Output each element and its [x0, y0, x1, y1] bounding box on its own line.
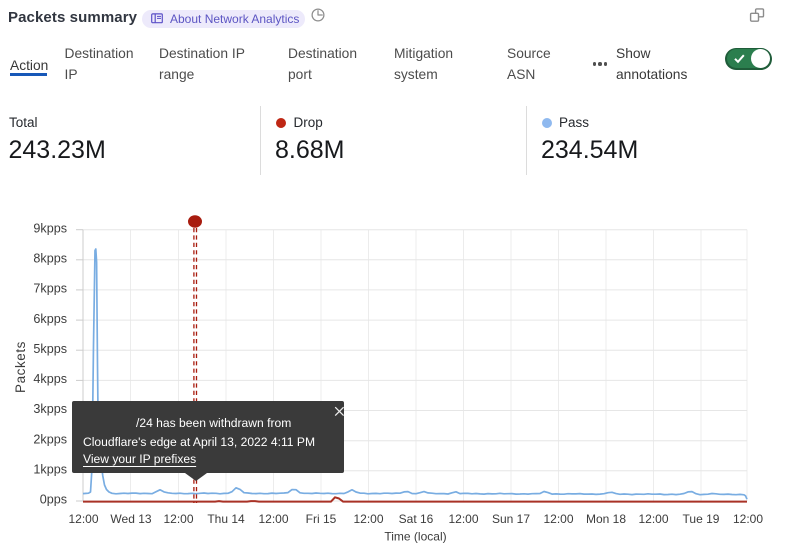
- svg-text:Time (local): Time (local): [384, 530, 446, 544]
- svg-text:12:00: 12:00: [68, 512, 98, 526]
- svg-text:1kpps: 1kpps: [33, 463, 67, 477]
- svg-text:Mon 18: Mon 18: [586, 512, 626, 526]
- svg-text:2kpps: 2kpps: [33, 432, 67, 446]
- svg-text:5kpps: 5kpps: [33, 342, 67, 356]
- svg-text:Sun 17: Sun 17: [492, 512, 530, 526]
- svg-text:4kpps: 4kpps: [33, 372, 67, 386]
- svg-text:12:00: 12:00: [733, 512, 763, 526]
- svg-text:Tue 19: Tue 19: [683, 512, 720, 526]
- svg-text:12:00: 12:00: [638, 512, 668, 526]
- svg-text:7kpps: 7kpps: [33, 282, 67, 296]
- svg-text:0pps: 0pps: [40, 493, 67, 507]
- svg-text:12:00: 12:00: [258, 512, 288, 526]
- svg-text:12:00: 12:00: [448, 512, 478, 526]
- svg-text:9kpps: 9kpps: [33, 221, 67, 235]
- svg-text:6kpps: 6kpps: [33, 312, 67, 326]
- svg-text:Sat 16: Sat 16: [399, 512, 434, 526]
- svg-text:Wed 13: Wed 13: [110, 512, 151, 526]
- svg-text:8kpps: 8kpps: [33, 252, 67, 266]
- svg-text:Thu 14: Thu 14: [207, 512, 245, 526]
- svg-text:12:00: 12:00: [353, 512, 383, 526]
- svg-text:3kpps: 3kpps: [33, 402, 67, 416]
- svg-text:Fri 15: Fri 15: [306, 512, 337, 526]
- svg-text:12:00: 12:00: [543, 512, 573, 526]
- svg-text:12:00: 12:00: [163, 512, 193, 526]
- svg-text:Packets: Packets: [13, 341, 28, 393]
